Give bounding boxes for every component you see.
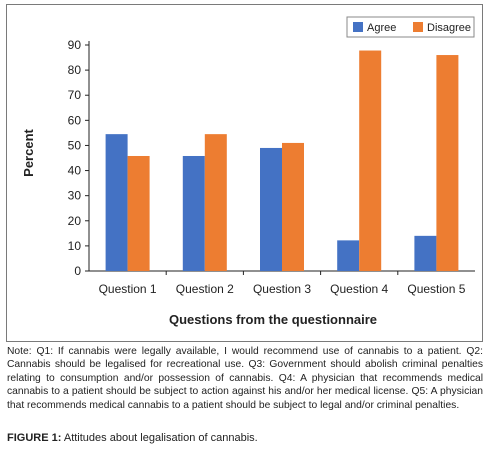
y-tick-label: 10: [68, 239, 82, 253]
legend-box: [346, 16, 475, 38]
x-axis-title: Questions from the questionnaire: [169, 312, 377, 327]
bar-disagree-2: [204, 134, 227, 271]
x-tick-label: Question 1: [99, 282, 157, 296]
x-axis: Question 1 Question 2 Question 3 Question 4…: [89, 270, 475, 296]
x-tick-label: Question 2: [176, 282, 234, 296]
x-tick-label: Question 4: [330, 282, 388, 296]
figure-caption-text: Attitudes about legalisation of cannabis…: [61, 432, 258, 444]
legend: Agree Disagree: [346, 16, 475, 38]
y-tick-label: 80: [68, 63, 82, 77]
y-axis: 0 10 20 30 40 50 60 70 80 90: [68, 38, 90, 278]
y-axis-title: Percent: [21, 128, 36, 176]
bar-agree-1: [105, 134, 128, 271]
bar-chart: Agree Disagree 0 10 20 30 40 50 60 70 80 90 Questi…: [21, 16, 475, 327]
bar-agree-4: [337, 240, 360, 271]
legend-swatch-disagree: [413, 22, 423, 32]
legend-label-disagree: Disagree: [427, 22, 471, 34]
y-tick-label: 60: [68, 113, 82, 127]
x-tick-label: Question 5: [407, 282, 465, 296]
x-tick-label: Question 3: [253, 282, 311, 296]
figure-note: Note: Q1: If cannabis were legally avail…: [7, 346, 483, 411]
legend-label-agree: Agree: [367, 22, 396, 34]
bar-disagree-1: [127, 155, 150, 271]
y-tick-label: 30: [68, 189, 82, 203]
figure-label: FIGURE 1:: [7, 432, 62, 444]
y-tick-label: 70: [68, 88, 82, 102]
y-tick-label: 90: [68, 38, 82, 52]
bar-agree-5: [414, 235, 437, 271]
bar-disagree-4: [359, 50, 382, 271]
y-tick-label: 0: [74, 264, 81, 278]
y-tick-label: 40: [68, 164, 82, 178]
y-tick-label: 20: [68, 214, 82, 228]
y-tick-label: 50: [68, 138, 82, 152]
bar-agree-3: [260, 147, 282, 271]
bar-disagree-3: [282, 142, 304, 271]
bar-disagree-5: [436, 55, 459, 271]
bars: [105, 50, 459, 271]
figure-caption: FIGURE 1: Attitudes about legalisation o…: [7, 432, 258, 444]
legend-swatch-agree: [353, 22, 363, 32]
chart-frame: Agree Disagree 0 10 20 30 40 50 60 70 80 90 Questi…: [6, 4, 483, 342]
bar-agree-2: [182, 155, 205, 271]
